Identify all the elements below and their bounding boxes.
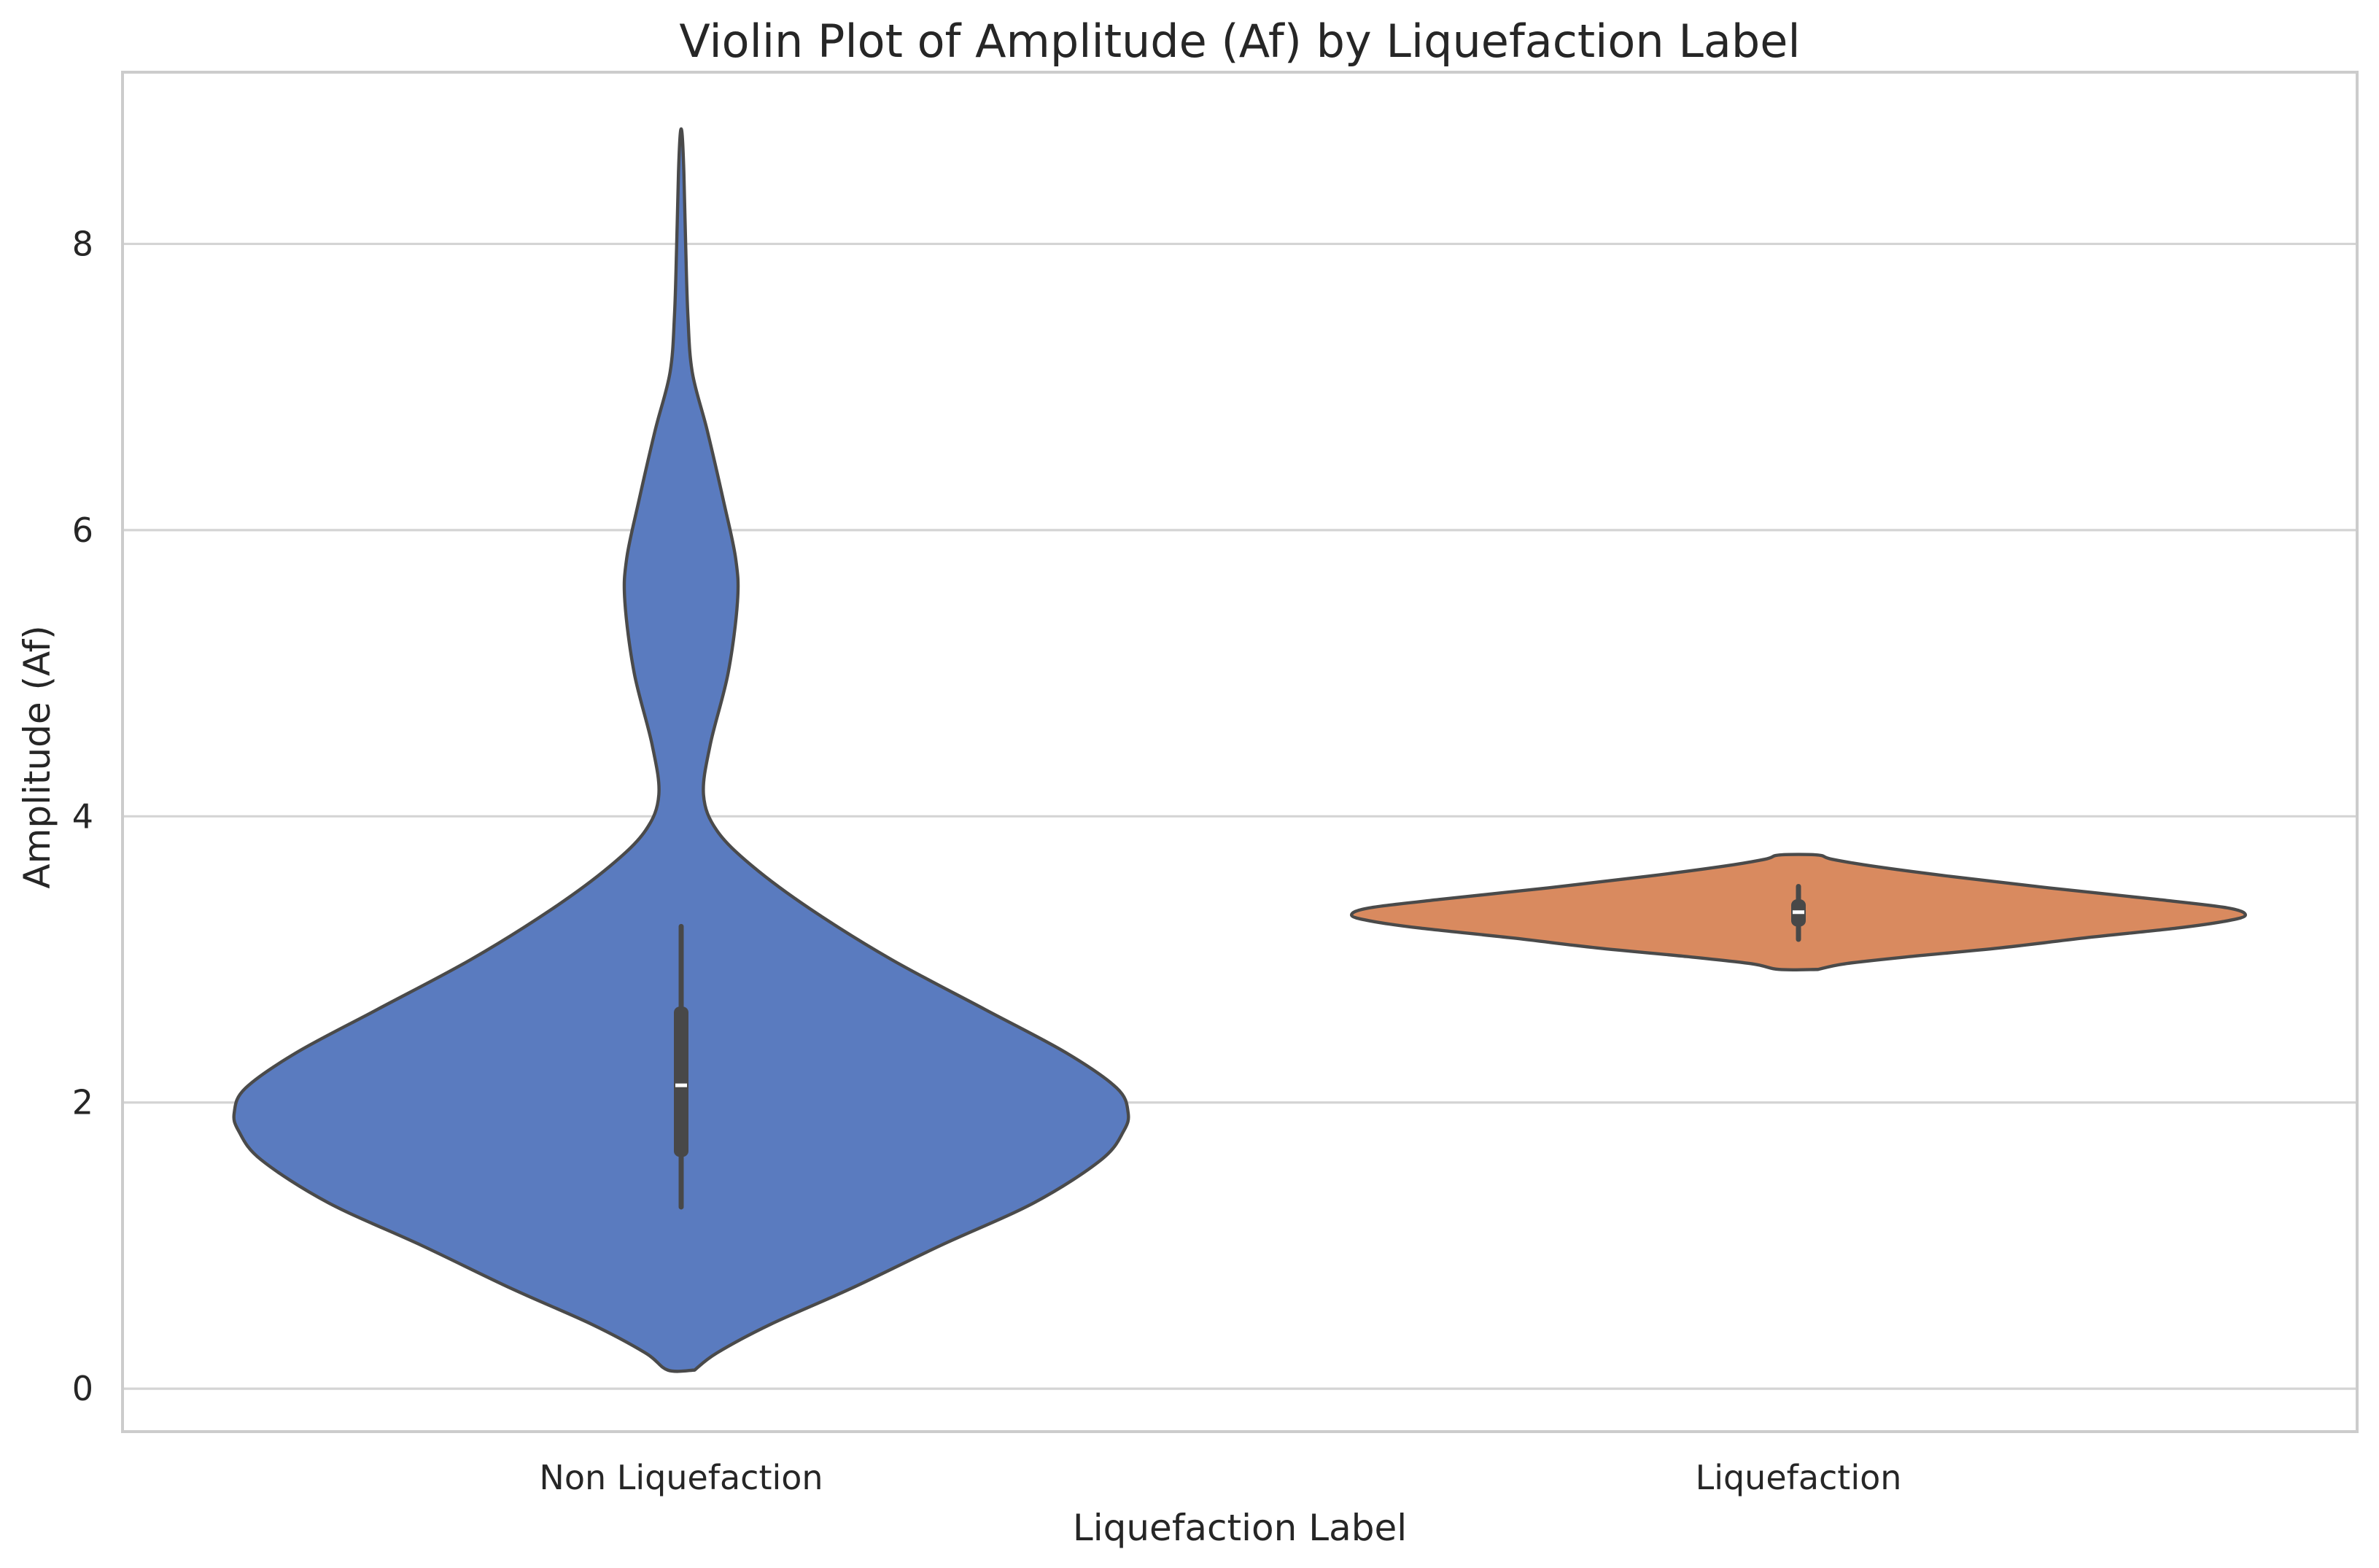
violin-body xyxy=(232,127,1130,1373)
chart-title: Violin Plot of Amplitude (Af) by Liquefa… xyxy=(679,15,1800,68)
y-tick-label: 0 xyxy=(72,1369,93,1408)
violin-liquefaction xyxy=(1350,853,2247,972)
violin-non-liquefaction xyxy=(232,127,1130,1373)
axis-ticks: 0 2 4 6 8 Non Liquefaction Liquefaction xyxy=(72,224,1902,1497)
y-tick-label: 6 xyxy=(72,511,93,550)
y-tick-label: 8 xyxy=(72,224,93,263)
violins xyxy=(232,127,2247,1373)
x-axis-label: Liquefaction Label xyxy=(1073,1507,1407,1549)
violin-iqr-box xyxy=(674,1006,688,1157)
x-tick-label: Liquefaction xyxy=(1696,1458,1902,1497)
y-axis-label: Amplitude (Af) xyxy=(16,625,58,888)
y-tick-label: 4 xyxy=(72,796,93,836)
y-tick-label: 2 xyxy=(72,1083,93,1122)
plot-area-frame xyxy=(121,71,2359,1433)
x-tick-label: Non Liquefaction xyxy=(539,1458,823,1497)
